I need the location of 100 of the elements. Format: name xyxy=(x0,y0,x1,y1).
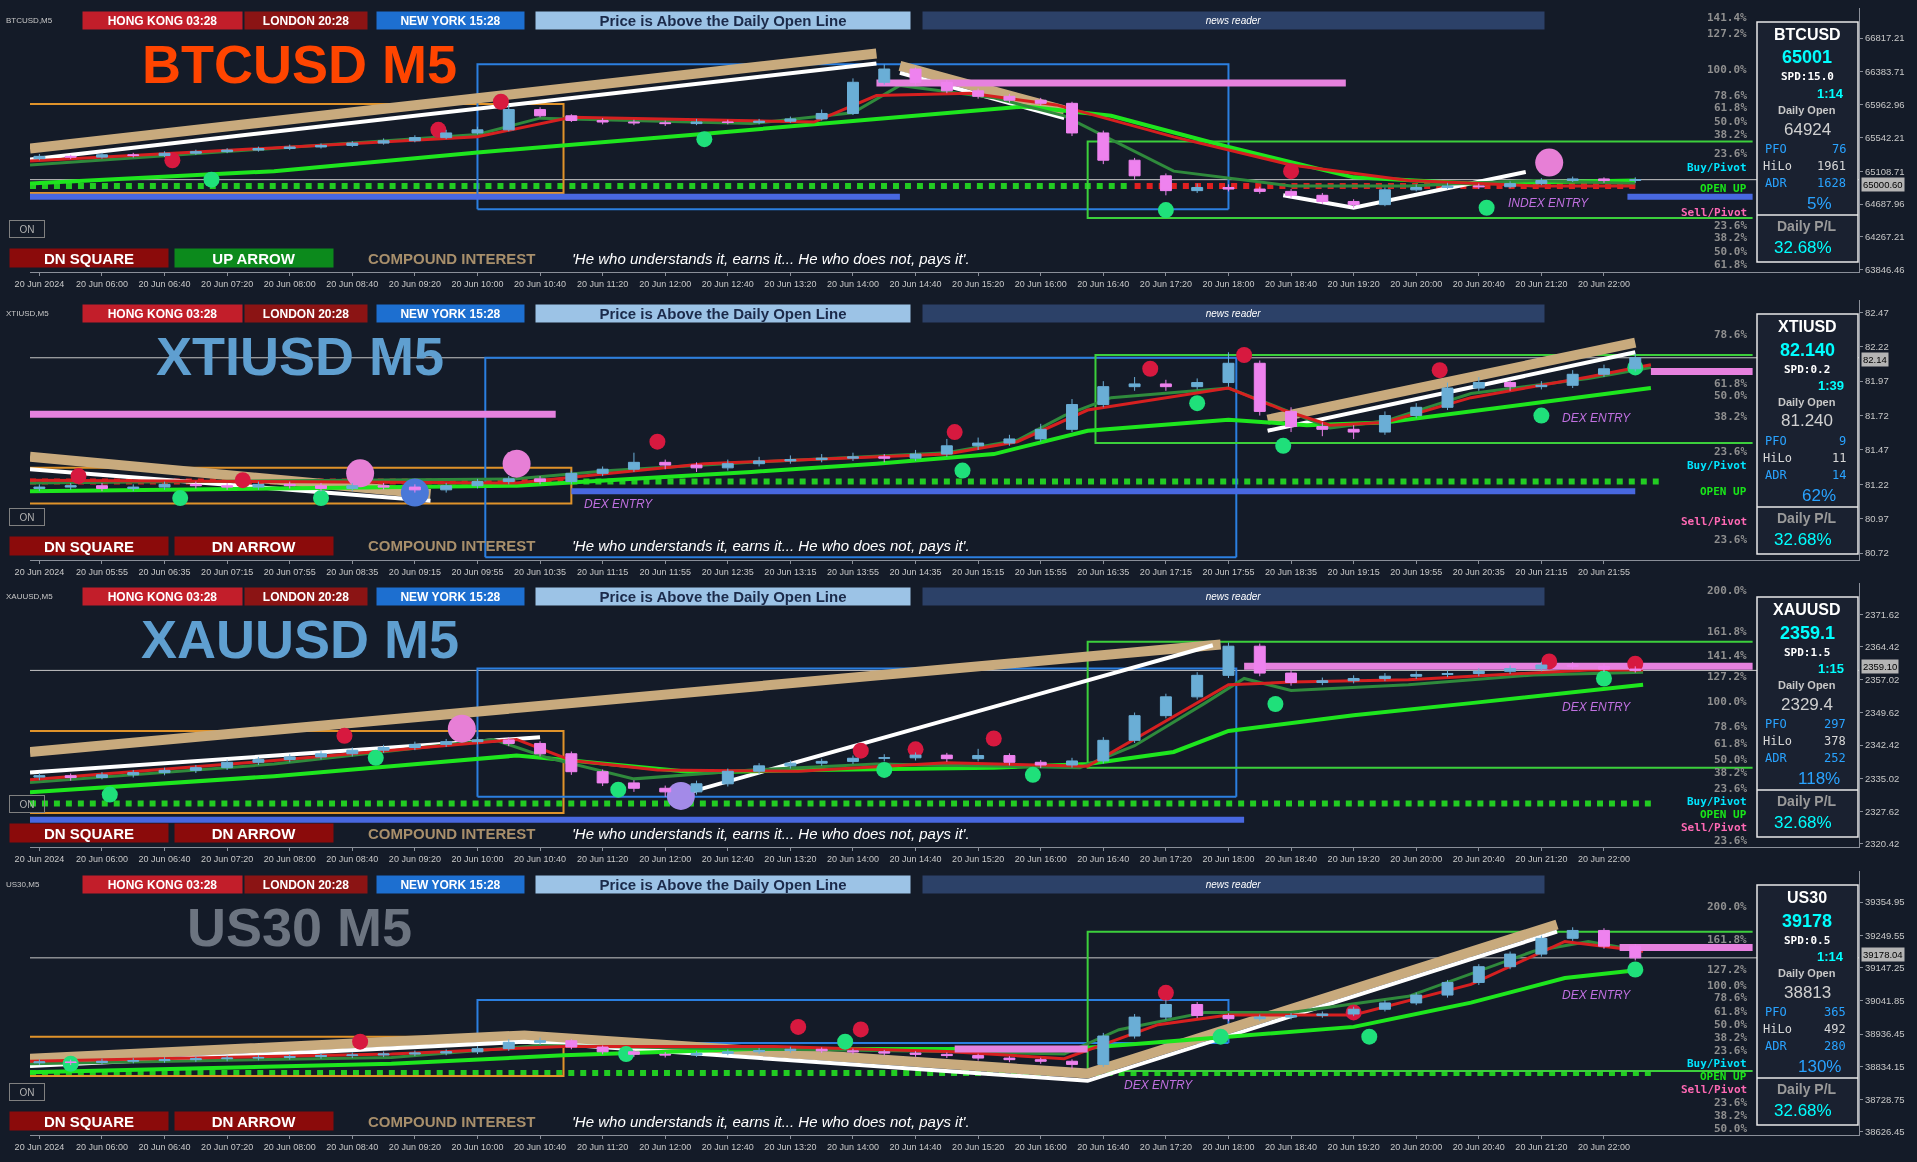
annotation: DN SQUARE xyxy=(43,537,135,555)
annotation: Buy/Pivot xyxy=(1687,795,1747,808)
annotation: 23.6% xyxy=(1714,834,1748,847)
annotation: 23.6% xyxy=(1714,1096,1748,1109)
annotation: 200.0% xyxy=(1707,584,1748,597)
annotation: OPEN UP xyxy=(1700,1070,1747,1083)
text: BTCUSD M5 xyxy=(142,34,458,94)
annotation: Price is Above the Daily Open Line xyxy=(599,588,847,605)
x-tick-label: 20 Jun 11:20 xyxy=(576,853,629,864)
annotation: 1961 xyxy=(1817,159,1846,173)
y-tick-label: 66383.71 xyxy=(1864,66,1905,78)
x-tick-label: 20 Jun 16:40 xyxy=(1077,278,1130,289)
x-tick-label: 20 Jun 20:40 xyxy=(1452,1141,1505,1152)
annotation: 1:15 xyxy=(1818,661,1845,676)
x-tick-label: 20 Jun 14:40 xyxy=(889,1141,942,1152)
x-tick-label: 20 Jun 19:55 xyxy=(1390,566,1443,577)
y-tick-label: 63846.46 xyxy=(1864,263,1905,275)
y-tick-label: 80.72 xyxy=(1864,547,1889,559)
annotation: 100.0% xyxy=(1707,63,1748,76)
annotation: COMPOUND INTEREST xyxy=(368,825,536,842)
annotation: 38.2% xyxy=(1714,1109,1748,1122)
annotation: 61.8% xyxy=(1714,258,1748,271)
annotation: 100.0% xyxy=(1707,695,1748,708)
y-tick-label: 65962.96 xyxy=(1864,98,1905,110)
annotation: DN ARROW xyxy=(211,824,297,842)
y-tick-label: 2327.62 xyxy=(1864,805,1900,817)
x-tick-label: 20 Jun 18:00 xyxy=(1202,853,1255,864)
y-tick-label: 39041.85 xyxy=(1864,995,1905,1007)
annotation: ON xyxy=(19,511,35,523)
annotation: 61.8% xyxy=(1714,377,1748,390)
x-tick-label: 20 Jun 11:20 xyxy=(576,1141,629,1152)
annotation: PFO xyxy=(1765,434,1787,448)
y-tick-label: 38834.15 xyxy=(1864,1060,1905,1072)
x-tick-label: 20 Jun 08:00 xyxy=(263,853,316,864)
annotation: OPEN UP xyxy=(1700,485,1747,498)
annotation: 81.240 xyxy=(1781,411,1833,430)
annotation: 23.6% xyxy=(1714,147,1748,160)
annotation: HONG KONG 03:28 xyxy=(107,13,218,28)
annotation: 64924 xyxy=(1784,120,1832,139)
annotation: XTIUSD xyxy=(1778,318,1837,335)
x-tick-label: 20 Jun 14:40 xyxy=(889,278,942,289)
annotation: 365 xyxy=(1824,1005,1846,1019)
y-tick-label: 38728.75 xyxy=(1864,1093,1905,1105)
annotation: 200.0% xyxy=(1707,900,1748,913)
x-tick-label: 20 Jun 08:00 xyxy=(263,278,316,289)
x-tick-label: 20 Jun 14:40 xyxy=(889,853,942,864)
x-tick-label: 20 Jun 19:20 xyxy=(1327,1141,1380,1152)
annotation: 23.6% xyxy=(1714,533,1748,546)
x-tick-label: 20 Jun 13:20 xyxy=(764,1141,817,1152)
annotation: 61.8% xyxy=(1714,1005,1748,1018)
annotation: OPEN UP xyxy=(1700,182,1747,195)
x-tick-label: 20 Jun 11:20 xyxy=(576,278,629,289)
x-tick-label: 20 Jun 20:35 xyxy=(1452,566,1505,577)
annotation: 78.6% xyxy=(1714,720,1748,733)
annotation: PFO xyxy=(1765,142,1787,156)
annotation: XAUUSD,M5 xyxy=(6,592,54,601)
x-tick-label: 20 Jun 09:20 xyxy=(388,1141,441,1152)
annotation: Sell/Pivot xyxy=(1681,1083,1748,1096)
x-tick-label: 20 Jun 14:00 xyxy=(826,853,879,864)
x-tick-label: 20 Jun 18:00 xyxy=(1202,278,1255,289)
annotation: 50.0% xyxy=(1714,1018,1748,1031)
annotation: 38.2% xyxy=(1714,231,1748,244)
annotation: 38.2% xyxy=(1714,410,1748,423)
annotation: 141.4% xyxy=(1707,11,1748,24)
y-tick-label: 2349.62 xyxy=(1864,707,1900,719)
x-tick-label: 20 Jun 19:20 xyxy=(1327,278,1380,289)
annotation: Daily Open xyxy=(1778,679,1836,691)
x-tick-label: 20 Jun 19:20 xyxy=(1327,853,1380,864)
x-tick-label: 20 Jun 11:15 xyxy=(576,566,629,577)
annotation: 118% xyxy=(1798,769,1841,788)
x-tick-label: 20 Jun 18:40 xyxy=(1265,853,1318,864)
annotation: 5% xyxy=(1807,194,1832,213)
annotation: 280 xyxy=(1824,1039,1846,1053)
y-tick-label: 39354.95 xyxy=(1864,896,1905,908)
x-tick-label: 20 Jun 13:15 xyxy=(764,566,817,577)
x-tick-label: 20 Jun 15:20 xyxy=(952,853,1005,864)
x-tick-label: 20 Jun 12:40 xyxy=(701,853,754,864)
x-tick-label: 20 Jun 07:20 xyxy=(201,1141,254,1152)
x-tick-label: 20 Jun 17:20 xyxy=(1139,853,1192,864)
annotation: 32.68% xyxy=(1774,238,1832,257)
annotation: 39178 xyxy=(1782,911,1833,931)
annotation: ADR xyxy=(1765,468,1788,482)
x-tick-label: 20 Jun 07:20 xyxy=(201,278,254,289)
x-tick-label: 20 Jun 08:40 xyxy=(326,1141,379,1152)
x-tick-label: 20 Jun 21:55 xyxy=(1577,566,1630,577)
x-tick-label: 20 Jun 2024 xyxy=(14,278,65,289)
annotation: 50.0% xyxy=(1714,753,1748,766)
annotation: 141.4% xyxy=(1707,649,1748,662)
x-tick-label: 20 Jun 15:15 xyxy=(952,566,1005,577)
x-tick-label: 20 Jun 20:40 xyxy=(1452,853,1505,864)
y-tick-label: 2320.42 xyxy=(1864,838,1900,850)
y-tick-label: 81.22 xyxy=(1864,478,1889,490)
annotation: Sell/Pivot xyxy=(1681,206,1748,219)
x-tick-label: 20 Jun 21:20 xyxy=(1515,1141,1568,1152)
x-tick-label: 20 Jun 06:00 xyxy=(75,278,128,289)
x-tick-label: 20 Jun 06:40 xyxy=(138,1141,191,1152)
annotation: 100.0% xyxy=(1707,979,1748,992)
x-tick-label: 20 Jun 10:00 xyxy=(451,278,504,289)
annotation: SPD:1.5 xyxy=(1784,646,1831,659)
x-tick-label: 20 Jun 17:15 xyxy=(1139,566,1192,577)
